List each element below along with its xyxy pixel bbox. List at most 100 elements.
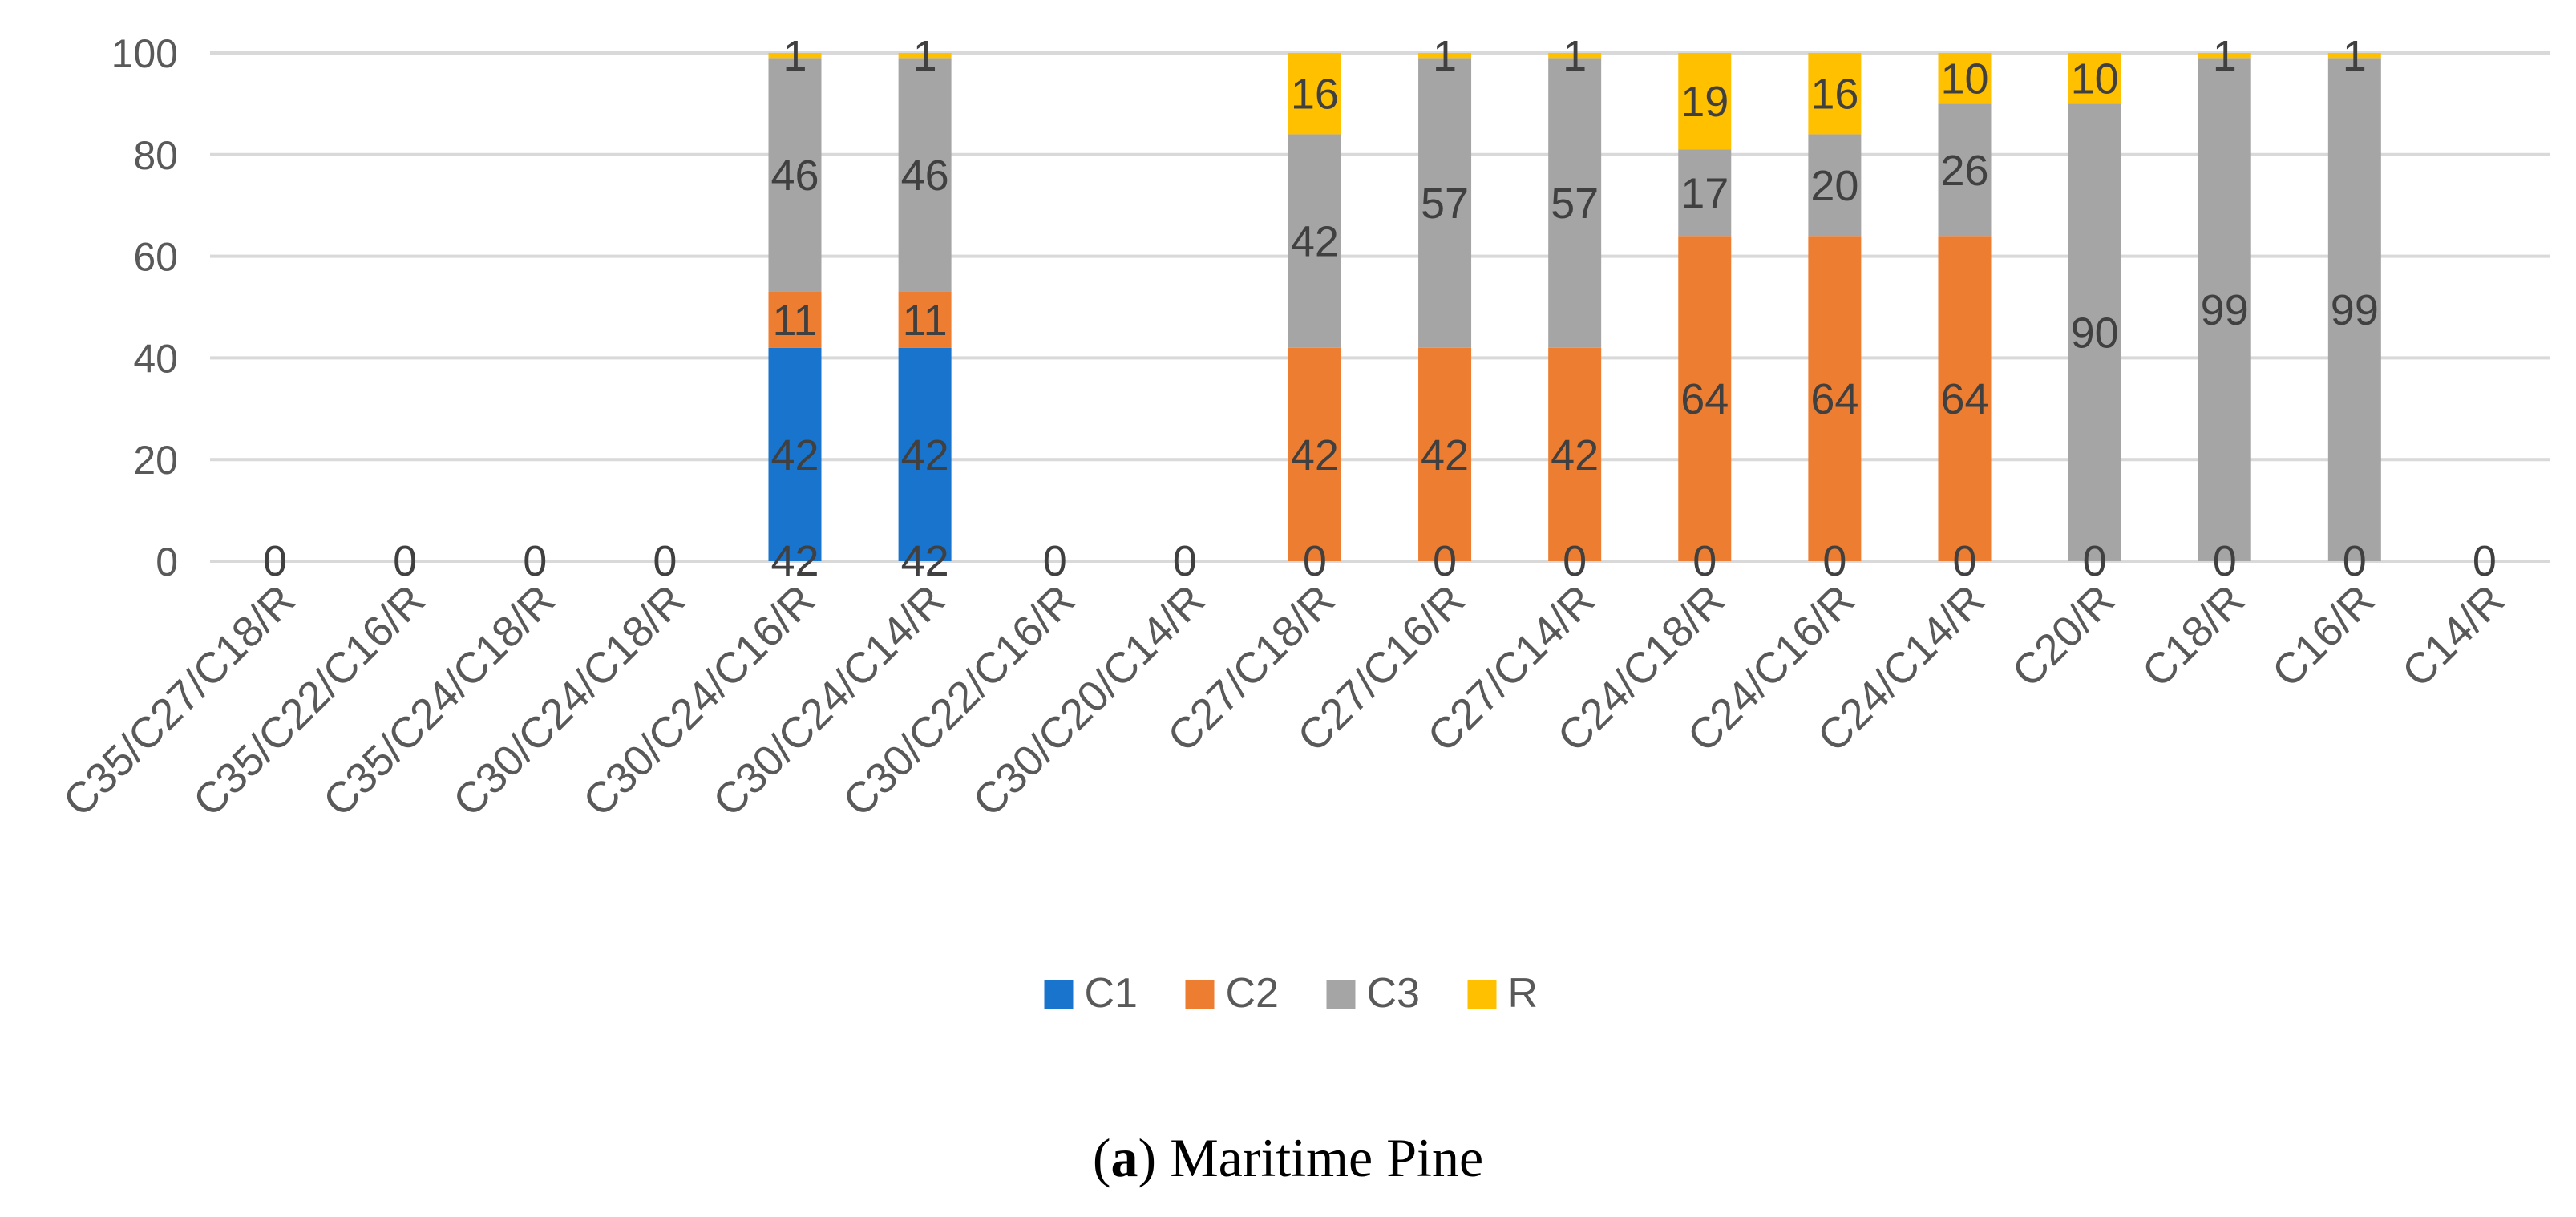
data-label: 26 — [1940, 147, 1988, 195]
data-label: 64 — [1810, 375, 1858, 423]
y-tick-label: 20 — [133, 438, 178, 483]
data-label-zero: 42 — [901, 537, 949, 585]
data-label: 57 — [1551, 180, 1599, 228]
bar-segment-c3 — [2198, 58, 2251, 562]
data-label-zero: 0 — [653, 537, 677, 585]
caption-text: Maritime Pine — [1170, 1127, 1484, 1188]
bar-segment-r — [1548, 53, 1602, 59]
data-label-zero: 0 — [1952, 537, 1976, 585]
data-label: 42 — [1551, 431, 1599, 479]
bar-segment-r — [2327, 53, 2381, 59]
data-label: 1 — [1563, 32, 1587, 80]
data-label: 42 — [1291, 218, 1339, 266]
legend-swatch-c2 — [1185, 980, 1215, 1009]
bar-segment-r — [1418, 53, 1472, 59]
data-label: 90 — [2071, 309, 2119, 358]
bar-segment-c3 — [2068, 103, 2121, 561]
bar-segment-c3 — [2327, 58, 2381, 562]
data-label: 10 — [2071, 55, 2119, 103]
data-label-zero: 0 — [393, 537, 417, 585]
data-label: 1 — [1433, 32, 1457, 80]
x-tick-label: C30/C24/C16/R — [574, 576, 824, 826]
data-label: 99 — [2201, 286, 2249, 334]
data-label: 57 — [1421, 180, 1469, 228]
legend-label-c3: C3 — [1367, 970, 1420, 1017]
bar-segment-c2 — [1678, 236, 1732, 561]
data-label: 46 — [770, 152, 819, 200]
bar-segment-r — [1288, 53, 1341, 135]
data-label: 11 — [772, 297, 817, 345]
data-label: 64 — [1940, 375, 1988, 423]
data-label-zero: 0 — [1433, 537, 1457, 585]
data-label: 1 — [2213, 32, 2237, 80]
x-tick-label: C14/R — [2393, 576, 2514, 697]
caption-label: a — [1110, 1127, 1138, 1188]
bar-segment-r — [1808, 53, 1862, 135]
bar-segment-c2 — [898, 291, 952, 348]
x-tick-label: C16/R — [2263, 576, 2384, 697]
y-tick-label: 100 — [111, 31, 178, 76]
bar-segment-r — [898, 53, 952, 59]
figure-caption: (a) Maritime Pine — [1092, 1127, 1484, 1188]
data-label: 10 — [1940, 55, 1988, 103]
bar-segment-c3 — [1288, 134, 1341, 348]
legend-label-c2: C2 — [1226, 970, 1279, 1017]
x-tick-label: C30/C24/C14/R — [704, 576, 954, 826]
data-label-zero: 42 — [770, 537, 819, 585]
data-label-zero: 0 — [1173, 537, 1197, 585]
data-label: 99 — [2331, 286, 2379, 334]
legend-label-c1: C1 — [1085, 970, 1138, 1017]
bar-segment-c3 — [1418, 58, 1472, 348]
bar-segment-c3 — [1808, 134, 1862, 237]
legend-swatch-c3 — [1326, 980, 1356, 1009]
x-tick-label: C18/R — [2133, 576, 2255, 697]
data-label: 42 — [1421, 431, 1469, 479]
data-label: 16 — [1810, 71, 1858, 119]
y-tick-label: 80 — [133, 133, 178, 178]
data-label-zero: 0 — [1043, 537, 1067, 585]
data-label: 1 — [913, 32, 937, 80]
bar-segment-c3 — [768, 58, 822, 292]
legend-swatch-r — [1467, 980, 1497, 1009]
bar-segment-r — [2068, 53, 2121, 104]
legend-swatch-c1 — [1044, 980, 1074, 1009]
y-tick-label: 0 — [156, 540, 178, 584]
x-tick-label: C35/C22/C16/R — [184, 576, 435, 826]
data-label: 16 — [1291, 71, 1339, 119]
data-label-zero: 0 — [2343, 537, 2367, 585]
y-tick-label: 60 — [133, 235, 178, 280]
data-label: 19 — [1680, 78, 1729, 126]
bar-segment-c3 — [1938, 103, 1992, 237]
data-label: 42 — [901, 431, 949, 479]
legend-label-r: R — [1508, 970, 1539, 1017]
bar-segment-r — [1938, 53, 1992, 104]
bar-segment-c1 — [768, 347, 822, 561]
bar-segment-c2 — [1938, 236, 1992, 561]
data-label-zero: 0 — [1563, 537, 1587, 585]
x-tick-label: C35/C27/C18/R — [55, 576, 305, 826]
data-label: 42 — [1291, 431, 1339, 479]
bar-segment-c2 — [1808, 236, 1862, 561]
bar-segment-r — [1678, 53, 1732, 150]
data-label-zero: 0 — [1822, 537, 1846, 585]
data-label: 64 — [1680, 375, 1729, 423]
data-label-zero: 0 — [523, 537, 547, 585]
bar-segment-c2 — [768, 291, 822, 348]
data-label-zero: 0 — [2213, 537, 2237, 585]
data-label-zero: 0 — [1303, 537, 1327, 585]
bar-segment-c1 — [898, 347, 952, 561]
x-tick-label: C30/C20/C14/R — [964, 576, 1214, 826]
bar-segment-c2 — [1548, 347, 1602, 561]
data-label: 1 — [2343, 32, 2367, 80]
bar-segment-c3 — [898, 58, 952, 292]
bar-segment-c2 — [1418, 347, 1472, 561]
stacked-bar-chart: 0204060801000C35/C27/C18/R0C35/C22/C16/R… — [55, 31, 2550, 1017]
bar-segment-r — [2198, 53, 2251, 59]
data-label: 1 — [783, 32, 807, 80]
x-tick-label: C20/R — [2003, 576, 2124, 697]
data-label-zero: 0 — [2083, 537, 2107, 585]
bar-segment-c3 — [1678, 149, 1732, 237]
data-label: 11 — [903, 297, 948, 345]
data-label: 46 — [901, 152, 949, 200]
data-label-zero: 0 — [263, 537, 287, 585]
